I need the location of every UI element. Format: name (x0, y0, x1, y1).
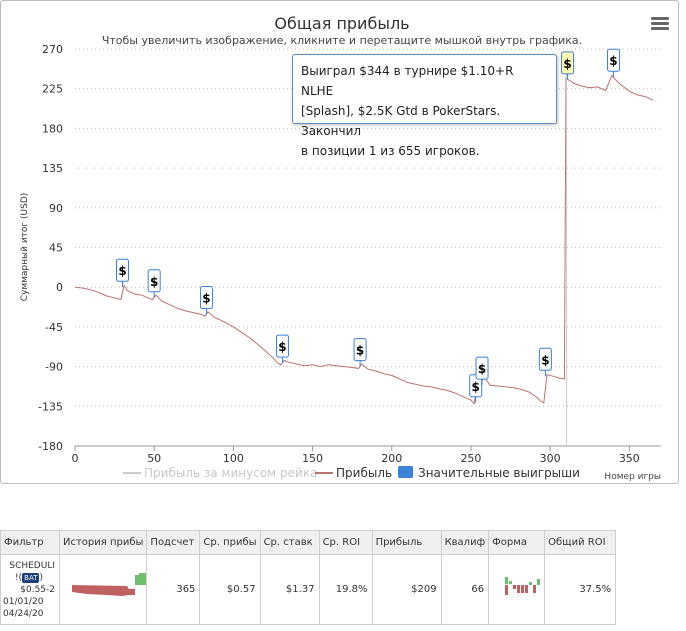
legend-swatch-big-wins (398, 466, 413, 478)
menu-bar-icon (651, 17, 669, 20)
total-roi-cell: 37.5% (544, 554, 617, 625)
x-tick-label: 250 (460, 452, 481, 465)
big-win-marker-label: $ (472, 380, 480, 394)
avg-roi-cell: 19.8% (318, 554, 373, 625)
tooltip-line: в позиции 1 из 655 игроков. (301, 144, 480, 158)
big-win-marker[interactable]: $ (147, 269, 161, 298)
y-tick-label: 0 (56, 281, 63, 294)
profit-history-sparkline (72, 573, 147, 596)
chart-area[interactable]: Общая прибыль Чтобы увеличить изображени… (1, 1, 680, 485)
y-tick-label: -45 (45, 321, 63, 334)
big-win-marker[interactable]: $ (199, 286, 213, 315)
x-axis-label: Номер игры (604, 472, 661, 482)
big-win-marker-label: $ (356, 344, 364, 358)
filter-line: $0.55-2 (20, 584, 55, 595)
big-win-marker[interactable]: $ (116, 258, 130, 288)
legend-item-rake[interactable]: Прибыль за минусом рейка (144, 466, 317, 480)
big-win-marker-label: $ (202, 292, 210, 306)
form-cell (488, 554, 546, 625)
y-tick-label: -135 (38, 400, 63, 413)
big-win-marker[interactable]: $ (353, 338, 367, 367)
y-tick-label: 225 (42, 83, 63, 96)
big-win-marker-label: $ (478, 362, 486, 376)
column-header[interactable]: История прибы (58, 530, 148, 555)
x-tick-label: 300 (540, 452, 561, 465)
y-tick-label: -180 (38, 440, 63, 453)
big-win-marker-label: $ (563, 57, 571, 71)
y-tick-label: 270 (42, 43, 63, 56)
form-chart (505, 577, 541, 595)
column-header[interactable]: Ср. ROI (318, 530, 373, 555)
chart-tooltip: Выиграл $344 в турнире $1.10+R NLHE [Spl… (292, 54, 557, 158)
filter-line: 01/01/20 (3, 596, 44, 607)
y-tick-label: -90 (45, 361, 63, 374)
column-header[interactable]: Квалиф (440, 530, 490, 555)
big-win-marker[interactable]: $ (275, 334, 289, 364)
chart-title: Общая прибыль (274, 14, 409, 33)
history-sparkline-cell (58, 554, 148, 625)
x-tick-label: 200 (381, 452, 402, 465)
legend-item-big-wins[interactable]: Значительные выигрыши (418, 466, 580, 480)
big-win-marker[interactable]: $ (469, 374, 483, 403)
count-cell: 365 (146, 554, 201, 625)
column-header[interactable]: Ср. ставк (259, 530, 320, 555)
big-win-marker[interactable]: $ (606, 48, 620, 78)
big-win-marker[interactable]: $ (561, 51, 575, 80)
menu-bar-icon (651, 27, 669, 30)
y-axis-label: Суммарный итог (USD) (20, 193, 30, 302)
column-header[interactable]: Прибыль (371, 530, 442, 555)
x-tick-label: 50 (147, 452, 161, 465)
stats-table: Фильтр История прибы Подсчет Ср. прибы С… (0, 530, 617, 625)
y-tick-label: 135 (42, 162, 63, 175)
chart-panel[interactable]: Общая прибыль Чтобы увеличить изображени… (0, 0, 679, 484)
x-tick-label: 150 (302, 452, 323, 465)
profit-cell: $209 (371, 554, 442, 625)
legend-item-profit[interactable]: Прибыль (336, 466, 392, 480)
column-header[interactable]: Форма (488, 530, 546, 555)
table-header-row: Фильтр История прибы Подсчет Ср. прибы С… (0, 530, 617, 555)
menu-bar-icon (651, 22, 669, 25)
y-tick-label: 180 (42, 122, 63, 135)
column-header[interactable]: Ср. прибы (199, 530, 261, 555)
x-tick-label: 100 (223, 452, 244, 465)
avg-profit-cell: $0.57 (199, 554, 261, 625)
profit-series-line (74, 74, 654, 405)
tooltip-line: Выиграл $344 в турнире $1.10+R NLHE (301, 64, 514, 98)
x-tick-label: 350 (619, 452, 640, 465)
tooltip-line: [Splash], $2.5K Gtd в PokerStars. Законч… (301, 104, 501, 138)
filter-line: 04/24/20 (3, 608, 44, 619)
big-win-marker-label: $ (278, 340, 286, 354)
x-tick-label: 0 (72, 452, 79, 465)
avg-stake-cell: $1.37 (259, 554, 320, 625)
y-tick-label: 90 (49, 202, 63, 215)
bat-badge: BAT (22, 572, 40, 583)
big-win-marker[interactable]: $ (538, 347, 552, 377)
qualified-cell: 66 (440, 554, 490, 625)
chart-subtitle: Чтобы увеличить изображение, кликните и … (102, 34, 582, 47)
filter-cell[interactable]: SCHEDULI !(BAT) $0.55-2 01/01/20 04/24/2… (0, 554, 60, 625)
filter-line: SCHEDULI (9, 560, 55, 571)
table-row[interactable]: SCHEDULI !(BAT) $0.55-2 01/01/20 04/24/2… (0, 554, 617, 625)
big-win-marker-label: $ (541, 353, 549, 367)
big-win-marker-label: $ (118, 264, 126, 278)
column-header[interactable]: Фильтр (0, 530, 60, 555)
column-header[interactable]: Общий ROI (544, 530, 617, 555)
big-win-marker[interactable]: $ (475, 356, 489, 386)
column-header[interactable]: Подсчет (146, 530, 201, 555)
chart-menu-button[interactable] (651, 17, 669, 31)
big-win-marker-label: $ (150, 275, 158, 289)
big-win-marker-label: $ (609, 54, 617, 68)
y-tick-label: 45 (49, 242, 63, 255)
